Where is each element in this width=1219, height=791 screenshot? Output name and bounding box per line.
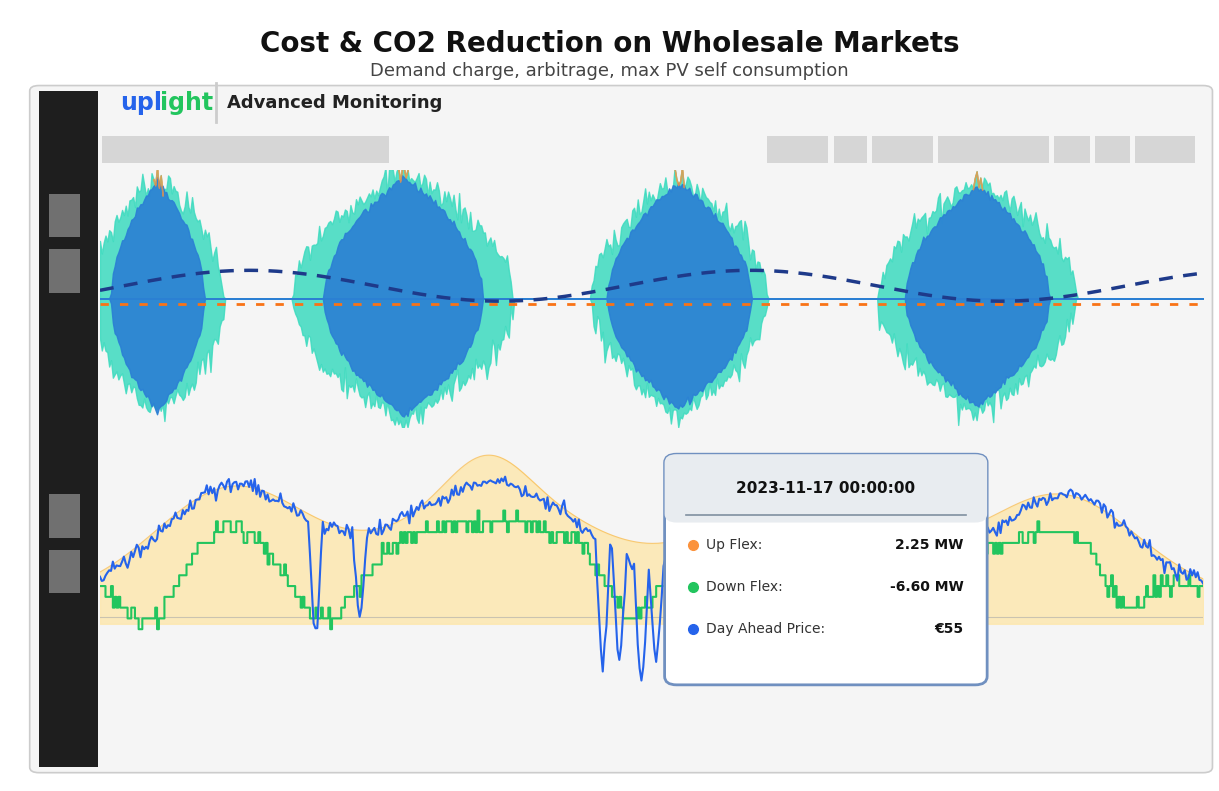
FancyBboxPatch shape <box>664 454 987 523</box>
Text: Cost & CO2 Reduction on Wholesale Markets: Cost & CO2 Reduction on Wholesale Market… <box>260 30 959 58</box>
Bar <box>1054 136 1090 163</box>
Text: Demand charge, arbitrage, max PV self consumption: Demand charge, arbitrage, max PV self co… <box>371 62 848 80</box>
Text: 2.25 MW: 2.25 MW <box>895 538 963 552</box>
Bar <box>872 136 933 163</box>
Text: Advanced Monitoring: Advanced Monitoring <box>227 94 442 112</box>
Bar <box>1095 136 1130 163</box>
Bar <box>834 136 867 163</box>
Text: €55: €55 <box>934 623 963 636</box>
Text: ight: ight <box>160 91 212 115</box>
Text: -6.60 MW: -6.60 MW <box>890 580 963 593</box>
Text: Down Flex:: Down Flex: <box>707 580 783 593</box>
Bar <box>768 136 828 163</box>
Text: Day Ahead Price:: Day Ahead Price: <box>707 623 825 636</box>
FancyBboxPatch shape <box>29 85 1213 773</box>
Bar <box>102 136 389 163</box>
Bar <box>1135 136 1196 163</box>
Bar <box>939 136 1048 163</box>
Text: upl: upl <box>119 91 162 115</box>
Text: 2023-11-17 00:00:00: 2023-11-17 00:00:00 <box>736 481 915 496</box>
FancyBboxPatch shape <box>664 454 987 685</box>
Text: Up Flex:: Up Flex: <box>707 538 763 552</box>
